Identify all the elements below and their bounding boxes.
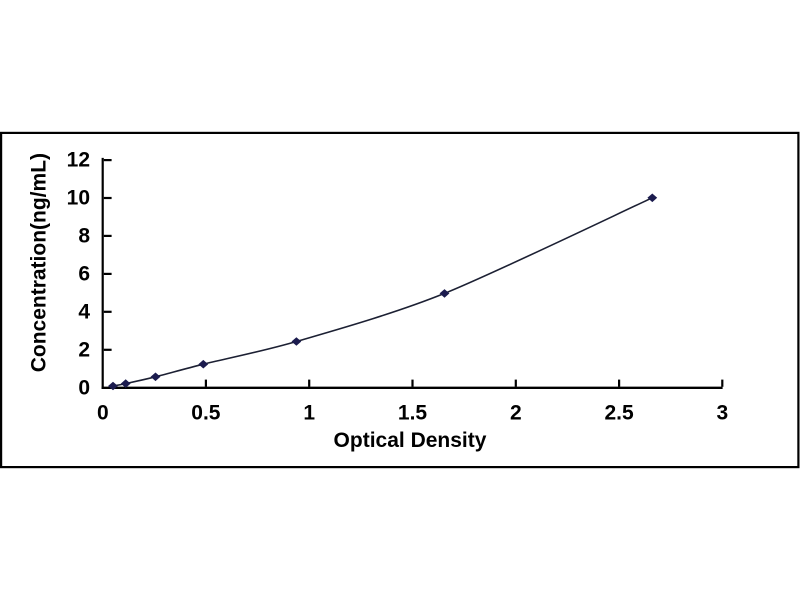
svg-text:0: 0	[97, 402, 109, 425]
svg-text:4: 4	[78, 300, 90, 323]
svg-text:6: 6	[78, 263, 90, 286]
svg-text:10: 10	[67, 187, 90, 210]
svg-text:2.5: 2.5	[604, 402, 634, 425]
svg-text:12: 12	[67, 149, 90, 172]
svg-text:8: 8	[78, 225, 90, 248]
svg-text:0.5: 0.5	[191, 402, 221, 425]
svg-text:3: 3	[716, 402, 728, 425]
svg-text:Optical Density: Optical Density	[334, 429, 487, 452]
svg-text:1.5: 1.5	[398, 402, 428, 425]
svg-text:Concentration(ng/mL): Concentration(ng/mL)	[28, 153, 51, 372]
svg-text:0: 0	[78, 376, 90, 399]
svg-text:1: 1	[303, 402, 315, 425]
svg-text:2: 2	[510, 402, 522, 425]
svg-text:2: 2	[78, 338, 90, 361]
